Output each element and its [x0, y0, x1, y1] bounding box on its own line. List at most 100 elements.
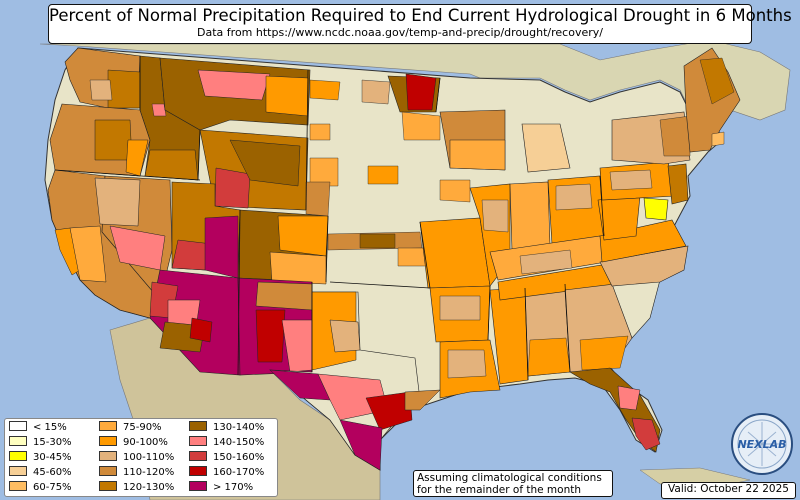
region-texas-south-magenta — [339, 419, 383, 471]
region-montana-pink — [197, 69, 271, 101]
region-texas-tan — [329, 319, 361, 353]
state-lines — [54, 56, 605, 381]
legend-label: 45-60% — [33, 467, 72, 478]
legend-item: 45-60% — [9, 466, 72, 479]
region-washington-inner — [89, 79, 113, 101]
legend-item: 75-90% — [99, 421, 162, 434]
logo-text: NEXLAB — [737, 438, 786, 451]
legend-swatch — [189, 421, 207, 431]
title-box: Percent of Normal Precipitation Required… — [48, 4, 792, 44]
region-nd-tan — [361, 79, 391, 105]
region-minnesota-darkred — [405, 73, 437, 111]
legend-swatch — [189, 481, 207, 491]
legend-item: < 15% — [9, 421, 67, 434]
region-ks-brown — [359, 233, 396, 249]
region-new-mexico-ne — [255, 281, 313, 311]
legend-label: 120-130% — [123, 482, 175, 493]
region-idaho-south — [144, 149, 199, 181]
legend-label: 15-30% — [33, 437, 72, 448]
legend-swatch — [9, 466, 27, 476]
legend-label: 75-90% — [123, 422, 162, 433]
region-new-york-brown — [659, 115, 691, 157]
region-ne-west — [305, 181, 331, 217]
region-wisconsin-south — [449, 139, 506, 171]
region-nd-orange — [309, 79, 341, 101]
assumption-line-1: Assuming climatological conditions — [417, 472, 602, 484]
region-colorado-magenta — [204, 215, 239, 279]
valid-date: Valid: October 22 2025 — [661, 482, 796, 499]
region-montana-east — [265, 75, 309, 117]
legend-label: 130-140% — [213, 422, 265, 433]
region-idaho-pink — [151, 103, 167, 117]
legend-item: 110-120% — [99, 466, 175, 479]
assumption-line-2: for the remainder of the month — [417, 484, 582, 496]
region-indiana — [509, 181, 551, 251]
legend-swatch — [99, 421, 117, 431]
region-alabama-orange — [527, 337, 571, 377]
region-colorado-east — [277, 215, 329, 257]
region-maryland-yellow — [643, 197, 669, 221]
region-california-coast — [54, 227, 81, 276]
legend-label: 30-45% — [33, 452, 72, 463]
region-kentucky-tan — [519, 249, 573, 275]
region-florida-pink — [617, 385, 641, 411]
region-louisiana-tan — [447, 349, 487, 379]
legend-swatch — [99, 451, 117, 461]
region-pennsylvania-tan — [609, 169, 653, 191]
region-wyoming-dark — [229, 139, 301, 187]
legend-label: 160-170% — [213, 467, 265, 478]
legend-label: > 170% — [213, 482, 254, 493]
legend-item: 150-160% — [189, 451, 265, 464]
legend-item: 100-110% — [99, 451, 174, 464]
legend-item: 140-150% — [189, 436, 265, 449]
legend-swatch — [189, 436, 207, 446]
nexlab-logo: NEXLAB — [731, 413, 793, 475]
region-sd-south — [309, 157, 339, 187]
legend-item: 30-45% — [9, 451, 72, 464]
region-texas-coast — [404, 389, 441, 411]
region-texas-darkred — [365, 391, 413, 431]
assumption-note: Assuming climatological conditions for t… — [413, 470, 613, 497]
legend-item: 160-170% — [189, 466, 265, 479]
region-arkansas-tan — [439, 295, 481, 321]
region-missouri — [419, 217, 491, 289]
region-wyoming-red — [214, 167, 251, 209]
region-virginia — [599, 219, 687, 263]
legend-swatch — [99, 481, 117, 491]
legend-swatch — [189, 451, 207, 461]
legend-item: 120-130% — [99, 481, 175, 494]
legend-swatch — [99, 436, 117, 446]
region-florida-red — [631, 417, 661, 451]
legend-swatch — [9, 436, 27, 446]
legend-item: > 170% — [189, 481, 254, 494]
region-nevada-north — [94, 177, 141, 227]
map-subtitle: Data from https://www.ncdc.noaa.gov/temp… — [197, 26, 603, 39]
region-mass-yellow — [711, 131, 725, 147]
legend-swatch — [9, 421, 27, 431]
region-new-mexico-darkred — [255, 309, 286, 363]
legend-label: 150-160% — [213, 452, 265, 463]
legend-item: 60-75% — [9, 481, 72, 494]
map-title: Percent of Normal Precipitation Required… — [49, 6, 792, 25]
region-arizona-darkred — [189, 317, 213, 343]
legend-label: 90-100% — [123, 437, 168, 448]
region-oregon-central — [94, 119, 133, 161]
legend-swatch — [9, 481, 27, 491]
legend-swatch — [99, 466, 117, 476]
region-sd-orange — [309, 123, 331, 141]
region-ohio-tan — [555, 183, 593, 211]
legend-label: 140-150% — [213, 437, 265, 448]
region-ne-east — [367, 165, 399, 185]
legend-label: 60-75% — [33, 482, 72, 493]
legend-swatch — [9, 451, 27, 461]
legend-item: 15-30% — [9, 436, 72, 449]
region-colorado-se — [269, 251, 327, 285]
region-georgia-orange — [579, 335, 629, 371]
legend-swatch — [189, 466, 207, 476]
legend-label: < 15% — [33, 422, 67, 433]
region-illinois-tan — [481, 199, 509, 233]
legend-label: 110-120% — [123, 467, 175, 478]
legend-item: 130-140% — [189, 421, 265, 434]
region-new-jersey — [667, 163, 689, 205]
region-maine-brown — [699, 57, 735, 105]
